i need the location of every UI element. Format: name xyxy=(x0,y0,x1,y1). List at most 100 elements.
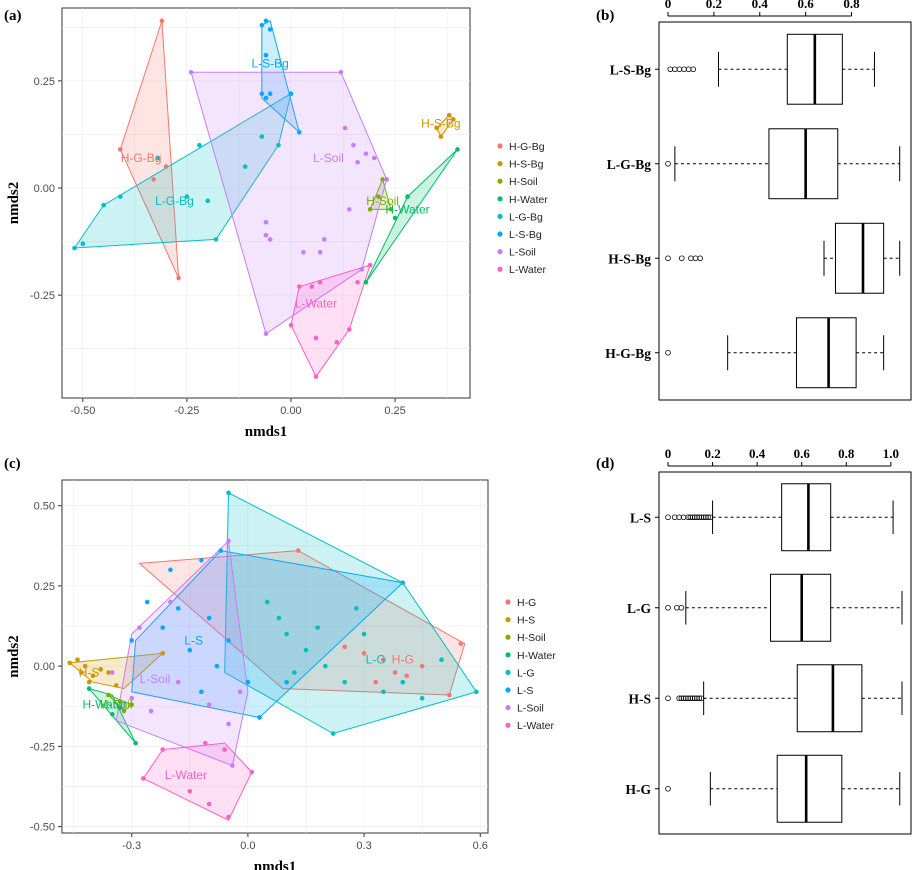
point-L-Water xyxy=(187,788,193,794)
point-L-Soil xyxy=(129,695,135,701)
boxes: L-S L-G H-S H-G xyxy=(626,483,903,823)
point-H-Soil xyxy=(380,177,385,182)
x-axis-title: nmds1 xyxy=(254,859,297,870)
legend-key-L-Water xyxy=(497,266,503,272)
point-L-G xyxy=(439,657,444,663)
point-H-S xyxy=(86,679,92,685)
point-L-Soil xyxy=(263,331,269,337)
point-L-Soil xyxy=(237,689,243,695)
outlier-point xyxy=(665,785,671,792)
legend-label-H-S: H-S xyxy=(517,615,535,627)
point-H-Soil xyxy=(121,708,127,714)
point-L-S-Bg xyxy=(288,91,294,97)
hulls xyxy=(73,20,458,378)
legend-key-L-Soil xyxy=(497,249,503,255)
point-L-Soil xyxy=(110,670,115,675)
hull-L-G xyxy=(224,491,478,735)
point-L-S xyxy=(168,567,173,573)
point-L-G xyxy=(474,689,479,695)
hull-L-Soil xyxy=(115,539,249,767)
group-label-L-G: L-G xyxy=(366,653,386,667)
x-tick-label: 0.3 xyxy=(356,840,371,852)
group-label-H-Water: H-Water xyxy=(385,202,429,216)
point-H-Water xyxy=(363,279,369,285)
point-L-S xyxy=(129,638,135,643)
point-L-S-Bg xyxy=(267,27,273,32)
outlier-point xyxy=(696,695,702,702)
point-L-S xyxy=(199,557,204,563)
y-tick-label: -0.25 xyxy=(30,290,55,302)
outlier-point xyxy=(678,255,685,262)
boxes: L-S-Bg L-G-Bg H-S-Bg H-G-Bg xyxy=(605,33,901,389)
x-tick-label: 0.2 xyxy=(704,446,720,461)
box-H-S: H-S xyxy=(628,664,903,733)
legend-key-H-Soil xyxy=(497,178,503,184)
point-L-Soil xyxy=(175,679,181,685)
point-L-S xyxy=(214,663,220,669)
panel-b: (b) 0 0.2 0.4 0.6 0.8 L-S-Bg L-G-Bg H-S-Bg H-G-Bg xyxy=(596,0,912,401)
point-H-Water xyxy=(455,147,460,152)
y-axis-title: nmds2 xyxy=(6,635,22,678)
point-H-G xyxy=(404,673,409,679)
point-L-G xyxy=(264,599,270,605)
legend-key-L-S xyxy=(505,687,511,693)
box-L-G: L-G xyxy=(627,573,903,642)
legend-key-H-G xyxy=(505,599,511,605)
legend-key-H-Water xyxy=(497,196,503,202)
hull-H-Soil xyxy=(369,177,392,210)
point-H-G xyxy=(373,679,378,685)
category-label: H-S-Bg xyxy=(608,251,651,266)
point-L-G-Bg xyxy=(197,142,202,148)
x-tick-label: 0.4 xyxy=(752,0,769,11)
outlier-point xyxy=(665,514,671,521)
point-L-Soil xyxy=(301,249,306,255)
grid xyxy=(62,8,470,398)
x-tick-label: 0 xyxy=(665,0,672,11)
point-L-Soil xyxy=(226,538,231,544)
panel-label: (d) xyxy=(596,456,614,472)
hull-L-Water xyxy=(142,742,253,821)
group-label-L-S-Bg: L-S-Bg xyxy=(251,57,288,71)
outlier-point xyxy=(665,695,671,702)
point-L-Water xyxy=(249,769,255,775)
category-label: L-G-Bg xyxy=(607,157,652,172)
point-L-S-Bg xyxy=(267,91,273,97)
legend-label-L-S: L-S xyxy=(517,685,533,697)
x-tick-label: -0.3 xyxy=(122,840,141,852)
panel-c: (c) -0.3 0.0 0.3 0.6 -0.50 -0.25 0.00 0.25 0.50 nm… xyxy=(4,456,556,870)
point-H-S xyxy=(98,667,104,672)
top-axis: 0 0.2 0.4 0.6 0.8 1.0 xyxy=(665,446,899,467)
category-label: L-S-Bg xyxy=(610,62,652,77)
point-L-G xyxy=(323,663,328,669)
point-L-Soil xyxy=(371,155,377,161)
point-L-Soil xyxy=(338,69,344,75)
point-L-Soil xyxy=(226,721,231,727)
point-L-Water xyxy=(334,339,340,345)
legend-label-L-Water: L-Water xyxy=(509,264,546,276)
x-tick-label: 0.6 xyxy=(798,0,815,11)
point-L-S xyxy=(218,548,224,553)
point-L-S xyxy=(160,625,165,630)
group-label-H-Water: H-Water xyxy=(82,698,126,712)
point-L-Soil xyxy=(263,232,269,238)
legend-label-L-G-Bg: L-G-Bg xyxy=(509,211,543,223)
point-L-S xyxy=(245,679,251,685)
group-label-H-Soil: H-Soil xyxy=(100,698,133,712)
point-L-G xyxy=(330,731,336,736)
point-L-Soil xyxy=(346,207,352,212)
point-H-S xyxy=(82,663,88,669)
point-L-Water xyxy=(309,284,315,289)
panel-label: (c) xyxy=(4,456,21,472)
legend-label-L-S-Bg: L-S-Bg xyxy=(509,229,542,241)
group-label-H-Soil: H-Soil xyxy=(366,194,399,208)
outlier-point xyxy=(690,66,697,73)
outlier-point xyxy=(697,255,703,262)
point-H-G-Bg xyxy=(176,275,181,281)
point-H-G xyxy=(381,657,386,663)
outlier-point xyxy=(678,604,685,611)
point-L-S xyxy=(206,615,212,621)
point-H-S-Bg xyxy=(434,125,439,131)
point-L-G-Bg xyxy=(213,237,219,242)
